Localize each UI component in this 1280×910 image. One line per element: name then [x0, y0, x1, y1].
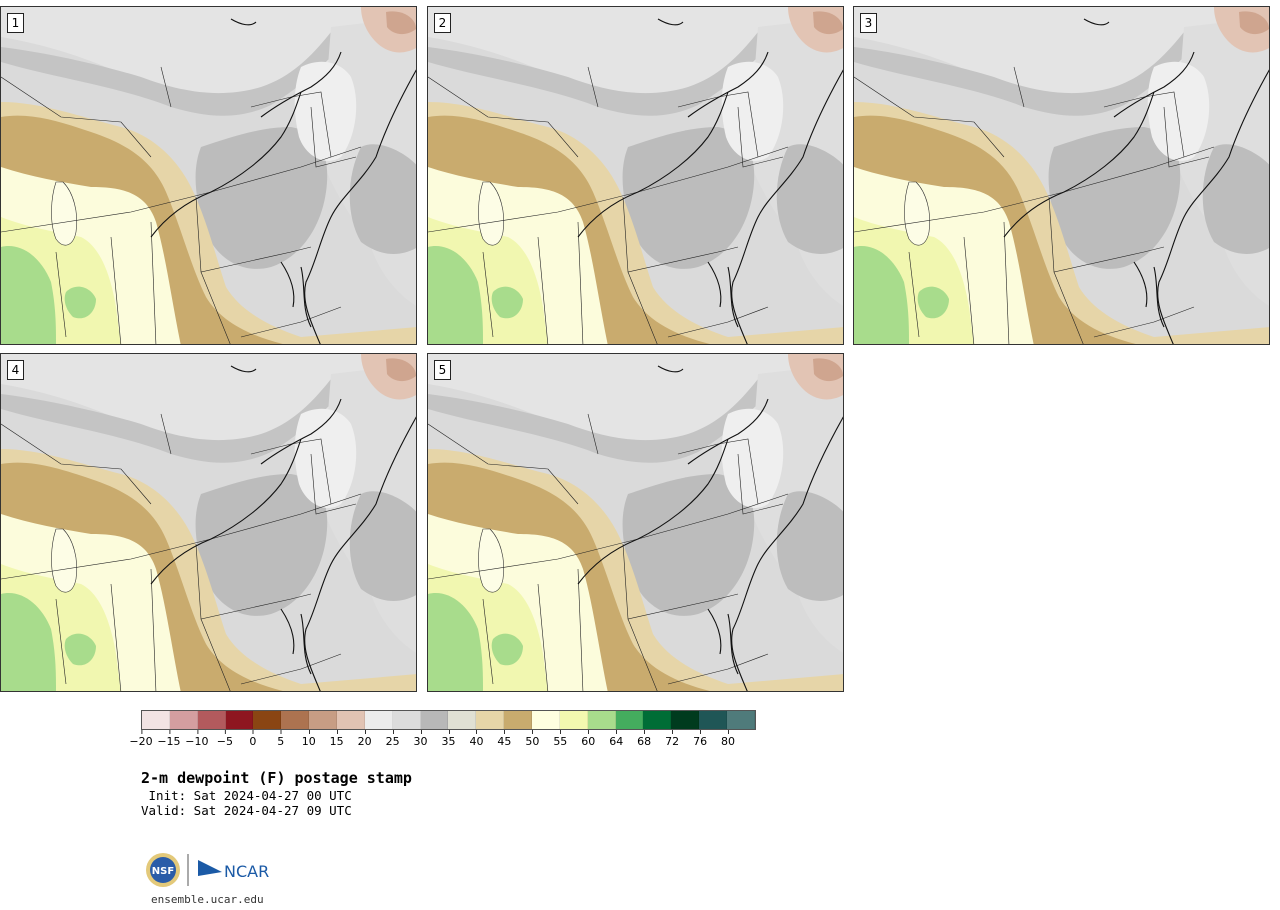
colorbar-tick-label: 30	[413, 730, 428, 748]
dewpoint-map	[428, 354, 843, 691]
dewpoint-map	[1, 354, 416, 691]
panel-number-label: 4	[7, 360, 24, 380]
colorbar-tick-label: −20	[129, 730, 153, 748]
dewpoint-map	[854, 7, 1269, 344]
colorbar-swatch	[643, 711, 672, 729]
colorbar-tick-label: 50	[525, 730, 540, 748]
ncar-logo-text: NCAR	[224, 862, 269, 881]
colorbar-tick-label: −5	[216, 730, 233, 748]
nsf-logo: NSF	[146, 853, 180, 887]
colorbar-tick-label: 25	[385, 730, 400, 748]
colorbar-swatch	[309, 711, 338, 729]
colorbar-tick-label: −15	[157, 730, 181, 748]
panel-number-label: 3	[860, 13, 877, 33]
colorbar-swatch	[727, 711, 755, 729]
nsf-logo-text: NSF	[152, 866, 174, 877]
colorbar-tick-label: 80	[721, 730, 736, 748]
colorbar-tick-label: 45	[497, 730, 512, 748]
colorbar-swatch	[671, 711, 700, 729]
colorbar-swatch	[559, 711, 588, 729]
colorbar	[141, 710, 756, 730]
colorbar-swatch	[587, 711, 616, 729]
colorbar-swatch	[420, 711, 449, 729]
colorbar-tick-label: 55	[553, 730, 568, 748]
panel-number-label: 5	[434, 360, 451, 380]
colorbar-swatch	[532, 711, 560, 729]
colorbar-ticks: −20 −15 −10 −5 0 5 10 15 20 25 30 35 40 45 50 55 60 64 68 7…	[129, 730, 756, 751]
colorbar-tick-label: 0	[249, 730, 257, 748]
colorbar-swatch	[225, 711, 254, 729]
colorbar-swatch	[197, 711, 226, 729]
colorbar-tick-label: 35	[441, 730, 456, 748]
valid-time: Valid: Sat 2024-04-27 09 UTC	[141, 803, 352, 818]
colorbar-tick-label: 68	[637, 730, 652, 748]
chart-title: 2-m dewpoint (F) postage stamp	[141, 769, 412, 787]
colorbar-swatch	[504, 711, 533, 729]
colorbar-swatch	[169, 711, 198, 729]
map-panel: 2	[427, 6, 844, 345]
colorbar-swatch	[142, 711, 170, 729]
colorbar-tick-label: 60	[581, 730, 596, 748]
colorbar-tick-label: 76	[693, 730, 708, 748]
colorbar-swatch	[448, 711, 477, 729]
colorbar-swatch	[337, 711, 365, 729]
colorbar-swatch	[281, 711, 310, 729]
colorbar-swatch	[476, 711, 505, 729]
site-url[interactable]: ensemble.ucar.edu	[151, 893, 264, 906]
panel-number-label: 1	[7, 13, 24, 33]
map-panel: 1	[0, 6, 417, 345]
colorbar-tick-label: 64	[609, 730, 624, 748]
colorbar-swatch	[364, 711, 393, 729]
colorbar-tick-label: 10	[301, 730, 316, 748]
dewpoint-map	[428, 7, 843, 344]
nsf-ncar-logos: NSF NCAR	[146, 853, 269, 887]
init-time: Init: Sat 2024-04-27 00 UTC	[141, 788, 352, 803]
colorbar-tick-label: 5	[277, 730, 285, 748]
ncar-logo: NCAR	[198, 860, 269, 881]
panel-number-label: 2	[434, 13, 451, 33]
colorbar-tick-label: 40	[469, 730, 484, 748]
map-panel: 3	[853, 6, 1270, 345]
dewpoint-map	[1, 7, 416, 344]
colorbar-tick-label: 72	[665, 730, 680, 748]
colorbar-swatch	[392, 711, 421, 729]
colorbar-tick-label: 15	[329, 730, 344, 748]
map-panel: 4	[0, 353, 417, 692]
colorbar-tick-label: −10	[185, 730, 209, 748]
colorbar-tick-label: 20	[357, 730, 372, 748]
colorbar-swatch	[253, 711, 282, 729]
colorbar-swatch	[615, 711, 644, 729]
map-panel: 5	[427, 353, 844, 692]
colorbar-swatch	[699, 711, 728, 729]
